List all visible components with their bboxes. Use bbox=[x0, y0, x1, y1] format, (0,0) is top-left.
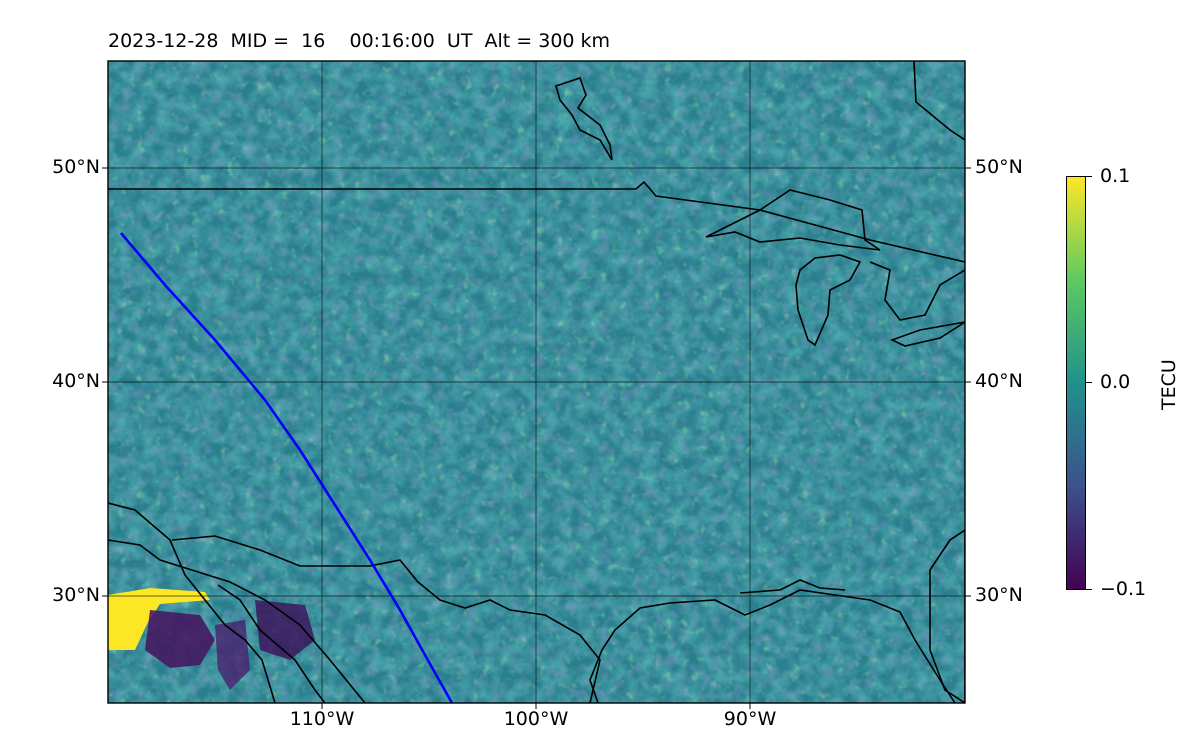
low-anomaly-patch bbox=[145, 610, 215, 668]
mexico-coast bbox=[108, 539, 366, 703]
colorbar-tick bbox=[1086, 589, 1092, 590]
lat-label-left-30: 30°N bbox=[52, 584, 100, 606]
lon-label-100w: 100°W bbox=[503, 708, 569, 730]
lat-label-left-40: 40°N bbox=[52, 370, 100, 392]
coastlines bbox=[108, 61, 965, 703]
graticule bbox=[108, 61, 965, 703]
mexico-border bbox=[171, 535, 601, 703]
lon-label-90w: 90°W bbox=[723, 708, 777, 730]
baja-coast bbox=[108, 502, 276, 703]
colorbar-tick-label-max: 0.1 bbox=[1100, 165, 1131, 187]
louisiana-delta bbox=[739, 579, 846, 594]
lake-erie bbox=[889, 321, 965, 347]
plot-title: 2023-12-28 MID = 16 00:16:00 UT Alt = 30… bbox=[108, 30, 611, 52]
lake-winnipeg bbox=[555, 76, 613, 161]
lat-label-right-30: 30°N bbox=[975, 584, 1023, 606]
hudson-bay-coast bbox=[913, 61, 965, 141]
us-canada-border bbox=[108, 180, 965, 263]
colorbar-title: TECU bbox=[1158, 359, 1180, 410]
gulf-california bbox=[217, 584, 326, 703]
colorbar-tick bbox=[1086, 382, 1092, 383]
colorbar-tick-label-min: −0.1 bbox=[1100, 578, 1147, 600]
lat-label-left-50: 50°N bbox=[52, 156, 100, 178]
florida bbox=[929, 529, 965, 703]
axis-ticks bbox=[102, 167, 971, 709]
lake-huron bbox=[869, 261, 965, 321]
lon-label-110w: 110°W bbox=[289, 708, 355, 730]
lake-superior bbox=[705, 189, 881, 251]
colorbar bbox=[1066, 176, 1086, 590]
colorbar-tick bbox=[1086, 176, 1092, 177]
lat-label-right-50: 50°N bbox=[975, 156, 1023, 178]
colorbar-tick-label-zero: 0.0 bbox=[1100, 371, 1131, 393]
lake-michigan bbox=[795, 254, 862, 347]
lat-label-right-40: 40°N bbox=[975, 370, 1023, 392]
satellite-track bbox=[120, 232, 454, 704]
gulf-coast-mexico bbox=[589, 589, 956, 703]
low-anomaly-patch bbox=[255, 600, 315, 660]
high-anomaly-patch bbox=[108, 588, 210, 650]
